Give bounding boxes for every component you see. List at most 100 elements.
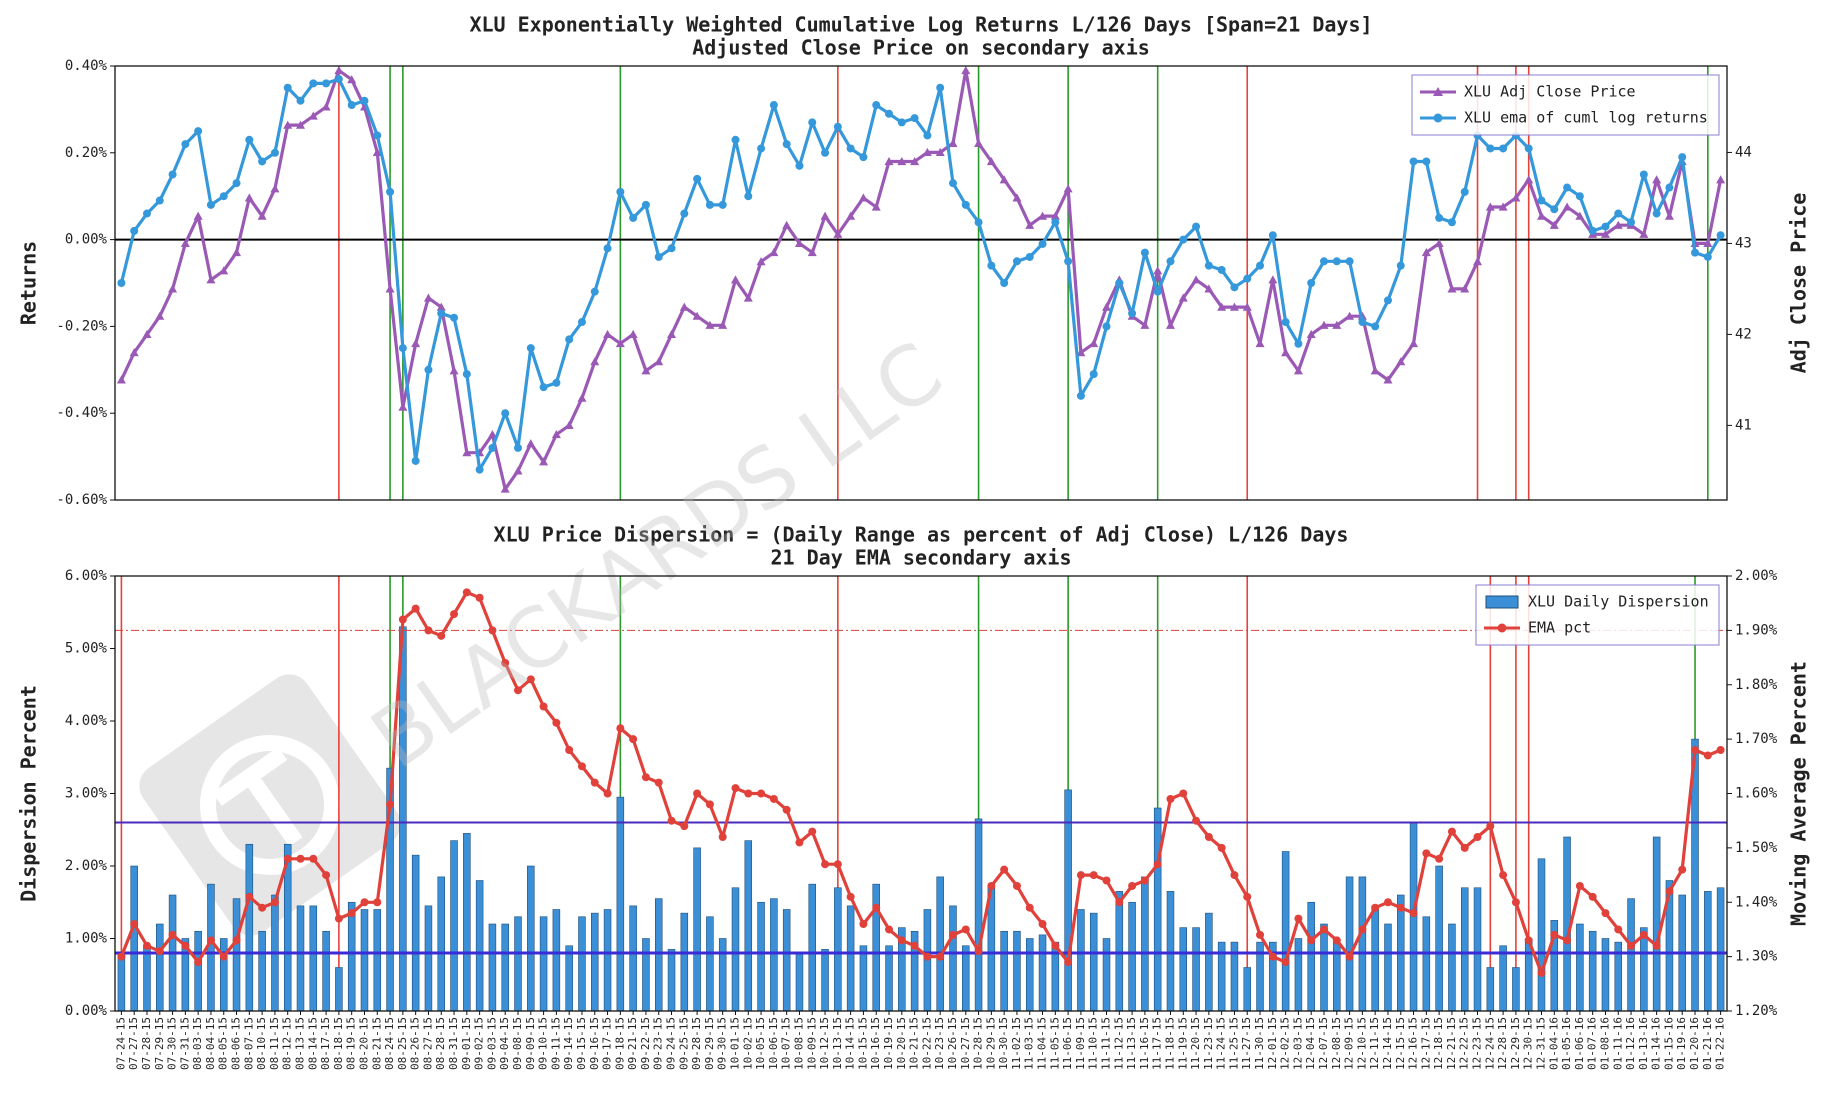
bar [296, 905, 305, 1011]
point-marker [1076, 348, 1086, 357]
x-tick-label: 08-19-15 [345, 1017, 358, 1070]
bar [245, 843, 254, 1011]
bar [782, 909, 791, 1011]
x-tick-label: 08-03-15 [191, 1017, 204, 1070]
chart-subtitle: 21 Day EMA secondary axis [770, 546, 1071, 570]
point-marker [1332, 936, 1341, 945]
point-marker [1498, 202, 1508, 211]
point-marker [142, 941, 151, 950]
bar [386, 767, 394, 1011]
point-marker [718, 320, 728, 329]
point-marker [1115, 898, 1124, 907]
x-tick-label: 10-09-15 [805, 1017, 818, 1070]
point-marker [795, 838, 804, 847]
bar [795, 952, 804, 1011]
point-marker [1601, 222, 1610, 231]
point-marker [743, 293, 753, 302]
point-marker [1473, 257, 1483, 266]
y2-tick-label: 42 [1735, 326, 1752, 342]
point-marker [705, 200, 714, 209]
point-marker [808, 118, 817, 127]
point-marker [1537, 196, 1546, 205]
bar [1064, 789, 1072, 1011]
x-tick-label: 10-13-15 [831, 1017, 844, 1070]
x-tick-label: 11-25-15 [1227, 1017, 1240, 1070]
x-tick-label: 09-18-15 [613, 1017, 626, 1070]
point-marker [1652, 175, 1662, 184]
x-tick-label: 07-28-15 [140, 1017, 153, 1070]
point-marker [245, 135, 254, 144]
point-marker [948, 930, 957, 939]
point-marker [1524, 936, 1533, 945]
point-marker [1140, 876, 1149, 885]
point-marker [1703, 252, 1712, 261]
point-marker [1639, 930, 1648, 939]
point-marker [321, 102, 331, 111]
x-tick-label: 09-24-15 [665, 1017, 678, 1070]
bar [757, 901, 765, 1011]
point-marker [1115, 279, 1124, 287]
x-tick-label: 12-21-15 [1445, 1017, 1458, 1070]
bar [143, 945, 151, 1011]
legend-swatch [1485, 595, 1519, 609]
bar [667, 949, 676, 1011]
bar [1025, 938, 1034, 1011]
point-marker [565, 335, 574, 344]
point-marker [1537, 968, 1546, 977]
x-tick-label: 11-16-15 [1138, 1017, 1151, 1070]
x-tick-label: 01-19-16 [1675, 1017, 1688, 1070]
point-marker [194, 127, 203, 136]
point-marker [936, 952, 945, 961]
y-tick-label: 3.00% [65, 786, 108, 802]
point-marker [1422, 849, 1431, 858]
bar [1512, 967, 1520, 1011]
point-marker [551, 429, 561, 439]
point-marker [705, 800, 714, 809]
x-tick-label: 09-08-15 [511, 1017, 524, 1070]
bar [424, 905, 433, 1011]
point-marker [667, 244, 676, 253]
watermark [139, 674, 401, 936]
bar [706, 916, 714, 1011]
bar [309, 905, 318, 1011]
point-marker [1575, 211, 1585, 220]
point-marker [488, 443, 497, 452]
point-marker [1549, 220, 1559, 229]
point-marker [705, 320, 715, 329]
point-marker [1063, 184, 1073, 193]
bar [1166, 891, 1175, 1011]
point-marker [833, 122, 842, 131]
point-marker [539, 383, 548, 392]
bar [1486, 967, 1495, 1011]
point-marker [731, 135, 740, 144]
point-marker [258, 157, 267, 166]
point-marker [436, 302, 446, 311]
x-tick-label: 10-07-15 [780, 1017, 793, 1070]
point-marker [1255, 339, 1265, 348]
point-marker [999, 175, 1009, 184]
x-tick-label: 09-25-15 [677, 1017, 690, 1070]
bar [411, 854, 420, 1011]
x-tick-label: 10-30-15 [997, 1017, 1010, 1070]
bar [718, 938, 727, 1011]
bar [1422, 916, 1431, 1011]
point-marker [603, 329, 613, 339]
x-tick-label: 12-10-15 [1355, 1017, 1368, 1070]
point-marker [1012, 193, 1022, 202]
bar [488, 923, 497, 1011]
point-marker [1588, 892, 1597, 901]
point-marker [987, 261, 996, 270]
point-marker [539, 702, 548, 711]
point-marker [296, 96, 305, 105]
point-marker [1511, 898, 1520, 907]
point-marker [615, 339, 625, 348]
point-marker [386, 800, 395, 809]
point-marker [1281, 318, 1290, 327]
point-marker [692, 311, 702, 320]
x-tick-label: 11-05-15 [1048, 1017, 1061, 1070]
point-marker [1230, 871, 1239, 880]
x-tick-label: 10-12-15 [818, 1017, 831, 1070]
point-marker [1370, 366, 1380, 375]
bar [846, 905, 855, 1011]
